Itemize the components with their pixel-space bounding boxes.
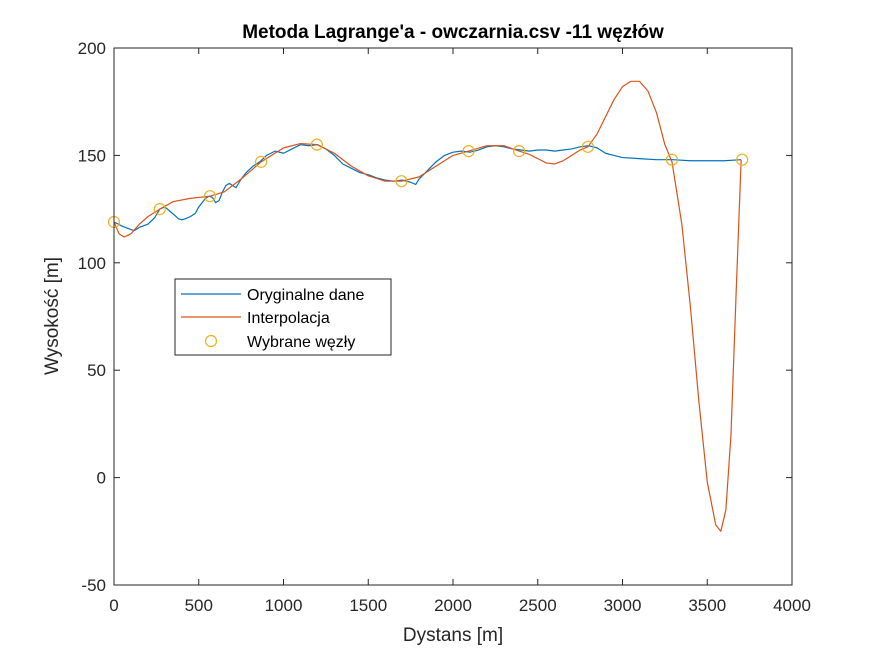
marker-layer xyxy=(107,138,749,229)
x-tick-label: 4000 xyxy=(773,596,811,615)
legend-label-nodes: Wybrane węzły xyxy=(247,334,355,351)
node-marker xyxy=(513,145,526,158)
node-marker xyxy=(395,175,408,188)
legend-marker-nodes xyxy=(204,334,218,348)
node-marker xyxy=(310,138,323,151)
y-axis-ticks: -50 0 50 100 150 200 xyxy=(78,39,792,595)
node-marker xyxy=(153,203,166,216)
y-tick-label: 0 xyxy=(97,469,106,488)
node-marker xyxy=(462,145,475,158)
node-marker xyxy=(665,153,679,166)
chart-title: Metoda Lagrange'a - owczarnia.csv -11 wę… xyxy=(242,22,664,43)
legend: Oryginalne dane Interpolacja Wybrane węz… xyxy=(174,278,392,356)
node-marker xyxy=(203,190,217,203)
x-tick-label: 0 xyxy=(109,596,118,615)
x-tick-label: 1500 xyxy=(349,596,387,615)
x-tick-label: 500 xyxy=(185,596,213,615)
y-tick-label: -50 xyxy=(81,576,106,595)
x-tick-label: 1000 xyxy=(265,596,303,615)
y-tick-label: 150 xyxy=(78,146,106,165)
y-tick-label: 100 xyxy=(78,254,106,273)
legend-label-interpolation: Interpolacja xyxy=(247,310,330,327)
x-tick-label: 3000 xyxy=(604,596,642,615)
x-axis-label: Dystans [m] xyxy=(403,625,503,646)
y-tick-label: 50 xyxy=(87,361,106,380)
x-tick-label: 3500 xyxy=(688,596,726,615)
y-axis-label: Wysokość [m] xyxy=(42,257,63,375)
x-tick-label: 2500 xyxy=(519,596,557,615)
y-tick-label: 200 xyxy=(78,39,106,58)
x-tick-label: 2000 xyxy=(434,596,472,615)
series-line-original xyxy=(114,144,742,232)
x-axis-ticks: 0 500 1000 1500 2000 2500 3000 3500 4000 xyxy=(109,48,811,615)
node-marker xyxy=(736,153,749,166)
node-marker xyxy=(255,155,268,168)
node-marker xyxy=(581,140,595,153)
legend-label-original: Oryginalne dane xyxy=(247,287,365,304)
